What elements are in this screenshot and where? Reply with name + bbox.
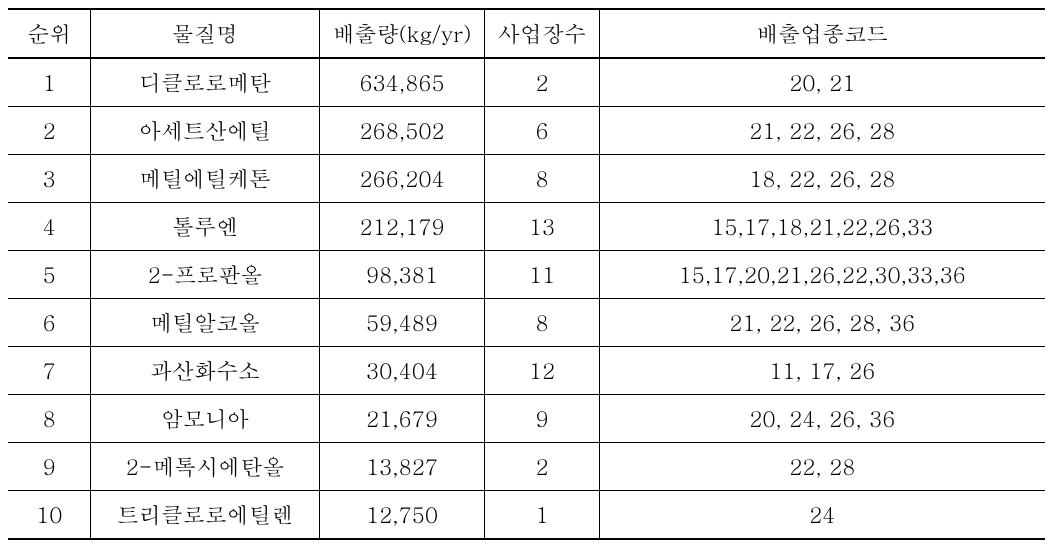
cell-sites: 8: [485, 299, 599, 347]
header-sites: 사업장수: [485, 9, 599, 58]
cell-codes: 24: [599, 491, 1045, 540]
cell-rank: 9: [8, 443, 91, 491]
table-row: 6 메틸알코올 59,489 8 21, 22, 26, 28, 36: [8, 299, 1045, 347]
cell-codes: 20, 24, 26, 36: [599, 395, 1045, 443]
cell-substance: 아세트산에틸: [91, 107, 319, 155]
cell-rank: 8: [8, 395, 91, 443]
cell-emission: 634,865: [319, 58, 485, 107]
cell-sites: 2: [485, 443, 599, 491]
cell-emission: 266,204: [319, 155, 485, 203]
cell-sites: 1: [485, 491, 599, 540]
emissions-table: 순위 물질명 배출량(kg/yr) 사업장수 배출업종코드 1 디클로로메탄 6…: [8, 8, 1045, 540]
table-row: 2 아세트산에틸 268,502 6 21, 22, 26, 28: [8, 107, 1045, 155]
cell-sites: 8: [485, 155, 599, 203]
table-header-row: 순위 물질명 배출량(kg/yr) 사업장수 배출업종코드: [8, 9, 1045, 58]
cell-emission: 12,750: [319, 491, 485, 540]
table-row: 5 2-프로판올 98,381 11 15,17,20,21,26,22,30,…: [8, 251, 1045, 299]
cell-emission: 13,827: [319, 443, 485, 491]
cell-substance: 과산화수소: [91, 347, 319, 395]
table-row: 7 과산화수소 30,404 12 11, 17, 26: [8, 347, 1045, 395]
cell-sites: 2: [485, 58, 599, 107]
cell-codes: 20, 21: [599, 58, 1045, 107]
table-row: 1 디클로로메탄 634,865 2 20, 21: [8, 58, 1045, 107]
cell-rank: 4: [8, 203, 91, 251]
cell-rank: 10: [8, 491, 91, 540]
cell-sites: 9: [485, 395, 599, 443]
cell-rank: 5: [8, 251, 91, 299]
table-row: 4 톨루엔 212,179 13 15,17,18,21,22,26,33: [8, 203, 1045, 251]
cell-rank: 2: [8, 107, 91, 155]
cell-rank: 1: [8, 58, 91, 107]
cell-substance: 메틸알코올: [91, 299, 319, 347]
cell-emission: 21,679: [319, 395, 485, 443]
cell-codes: 22, 28: [599, 443, 1045, 491]
header-codes: 배출업종코드: [599, 9, 1045, 58]
cell-codes: 18, 22, 26, 28: [599, 155, 1045, 203]
cell-sites: 11: [485, 251, 599, 299]
cell-rank: 3: [8, 155, 91, 203]
cell-rank: 6: [8, 299, 91, 347]
cell-emission: 268,502: [319, 107, 485, 155]
cell-emission: 30,404: [319, 347, 485, 395]
cell-sites: 13: [485, 203, 599, 251]
cell-substance: 디클로로메탄: [91, 58, 319, 107]
cell-codes: 21, 22, 26, 28, 36: [599, 299, 1045, 347]
cell-emission: 98,381: [319, 251, 485, 299]
cell-codes: 11, 17, 26: [599, 347, 1045, 395]
cell-emission: 212,179: [319, 203, 485, 251]
cell-substance: 2-메톡시에탄올: [91, 443, 319, 491]
table-row: 3 메틸에틸케톤 266,204 8 18, 22, 26, 28: [8, 155, 1045, 203]
cell-codes: 15,17,20,21,26,22,30,33,36: [599, 251, 1045, 299]
cell-emission: 59,489: [319, 299, 485, 347]
table-row: 10 트리클로로에틸렌 12,750 1 24: [8, 491, 1045, 540]
cell-rank: 7: [8, 347, 91, 395]
header-rank: 순위: [8, 9, 91, 58]
cell-codes: 21, 22, 26, 28: [599, 107, 1045, 155]
cell-substance: 암모니아: [91, 395, 319, 443]
cell-substance: 톨루엔: [91, 203, 319, 251]
cell-codes: 15,17,18,21,22,26,33: [599, 203, 1045, 251]
cell-substance: 2-프로판올: [91, 251, 319, 299]
header-emission: 배출량(kg/yr): [319, 9, 485, 58]
header-substance: 물질명: [91, 9, 319, 58]
cell-sites: 6: [485, 107, 599, 155]
table-row: 8 암모니아 21,679 9 20, 24, 26, 36: [8, 395, 1045, 443]
cell-substance: 트리클로로에틸렌: [91, 491, 319, 540]
table-row: 9 2-메톡시에탄올 13,827 2 22, 28: [8, 443, 1045, 491]
cell-substance: 메틸에틸케톤: [91, 155, 319, 203]
cell-sites: 12: [485, 347, 599, 395]
